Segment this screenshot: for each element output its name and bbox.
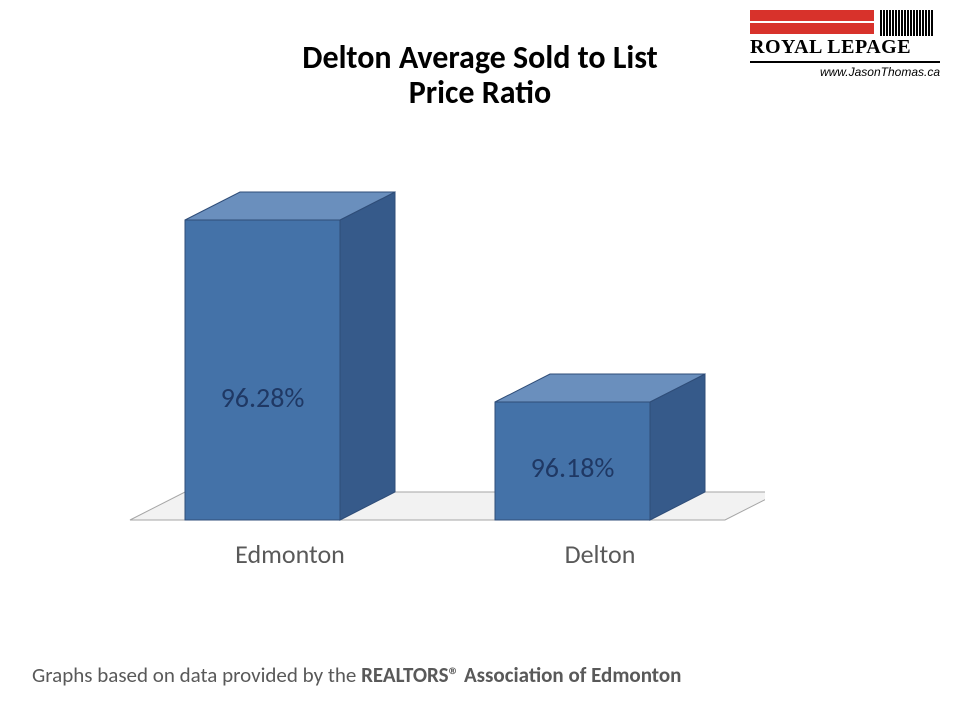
- bar3d-svg: [125, 150, 765, 550]
- logo-red-bar-2: [750, 23, 874, 34]
- data-label-edmonton: 96.28%: [185, 380, 340, 415]
- footer-text: Graphs based on data provided by the: [32, 662, 361, 688]
- footer-bold: REALTORS® Association of Edmonton: [361, 662, 681, 688]
- logo-brand-text: ROYAL LEPAGE: [750, 36, 940, 59]
- chart-plot-area: 96.28% 96.18% Edmonton Delton: [125, 150, 765, 550]
- logo-red-bars: [750, 10, 874, 34]
- x-label-edmonton: Edmonton: [165, 538, 415, 570]
- chart-title-line2: Price Ratio: [409, 73, 551, 112]
- chart-container: Delton Average Sold to List Price Ratio …: [0, 0, 960, 720]
- logo-barcode-icon: [880, 10, 938, 36]
- footer-attribution: Graphs based on data provided by the REA…: [32, 662, 681, 688]
- logo-divider: [750, 61, 940, 63]
- logo-url: www.JasonThomas.ca: [750, 65, 940, 79]
- logo-top-row: [750, 10, 940, 34]
- royal-lepage-logo: ROYAL LEPAGE www.JasonThomas.ca: [750, 10, 940, 79]
- data-label-delton: 96.18%: [495, 450, 650, 485]
- logo-red-bar-1: [750, 10, 874, 21]
- x-label-delton: Delton: [475, 538, 725, 570]
- chart-title-line1: Delton Average Sold to List: [302, 38, 657, 77]
